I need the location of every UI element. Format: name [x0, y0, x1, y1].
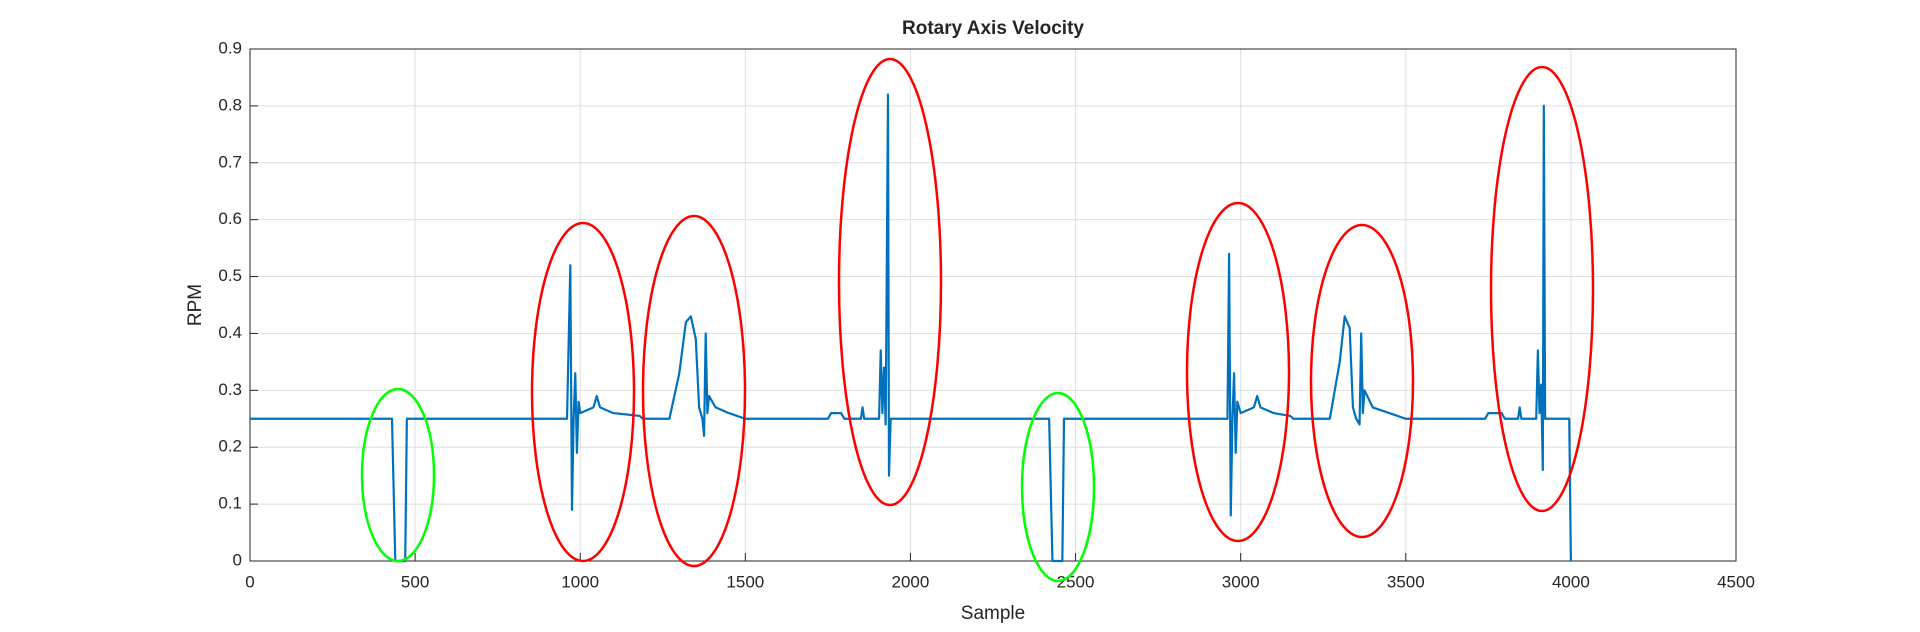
red-ellipse [1309, 223, 1415, 539]
x-tick-label: 2500 [1057, 572, 1095, 591]
x-tick-label: 3500 [1387, 572, 1425, 591]
y-tick-label: 0 [233, 550, 242, 569]
chart-title: Rotary Axis Velocity [902, 18, 1084, 39]
y-tick-label: 0.5 [218, 266, 242, 285]
annotations [360, 57, 1595, 583]
x-tick-label: 1500 [726, 572, 764, 591]
axes-box [249, 48, 1737, 562]
green-ellipse [1020, 391, 1096, 583]
x-tick-label: 4500 [1717, 572, 1755, 591]
y-tick-label: 0.9 [218, 38, 242, 57]
x-tick-label: 1000 [561, 572, 599, 591]
x-axis-label: Sample [961, 603, 1025, 624]
y-tick-label: 0.6 [218, 209, 242, 228]
y-tick-label: 0.8 [218, 95, 242, 114]
data-line [250, 93, 1572, 563]
x-tick-label: 0 [245, 572, 254, 591]
y-tick-label: 0.7 [218, 152, 242, 171]
red-ellipse [837, 57, 943, 507]
red-ellipse [530, 221, 636, 563]
x-tick-label: 3000 [1222, 572, 1260, 591]
red-ellipse [641, 214, 747, 568]
x-tick-label: 2000 [892, 572, 930, 591]
green-ellipse [360, 387, 436, 563]
y-axis-label: RPM [185, 284, 206, 326]
red-ellipse [1489, 65, 1595, 513]
x-tick-label: 4000 [1552, 572, 1590, 591]
y-tick-label: 0.1 [218, 494, 242, 513]
y-tick-label: 0.4 [218, 323, 242, 342]
y-tick-label: 0.2 [218, 437, 242, 456]
x-tick-label: 500 [401, 572, 429, 591]
red-ellipse [1185, 201, 1291, 543]
y-tick-label: 0.3 [218, 380, 242, 399]
